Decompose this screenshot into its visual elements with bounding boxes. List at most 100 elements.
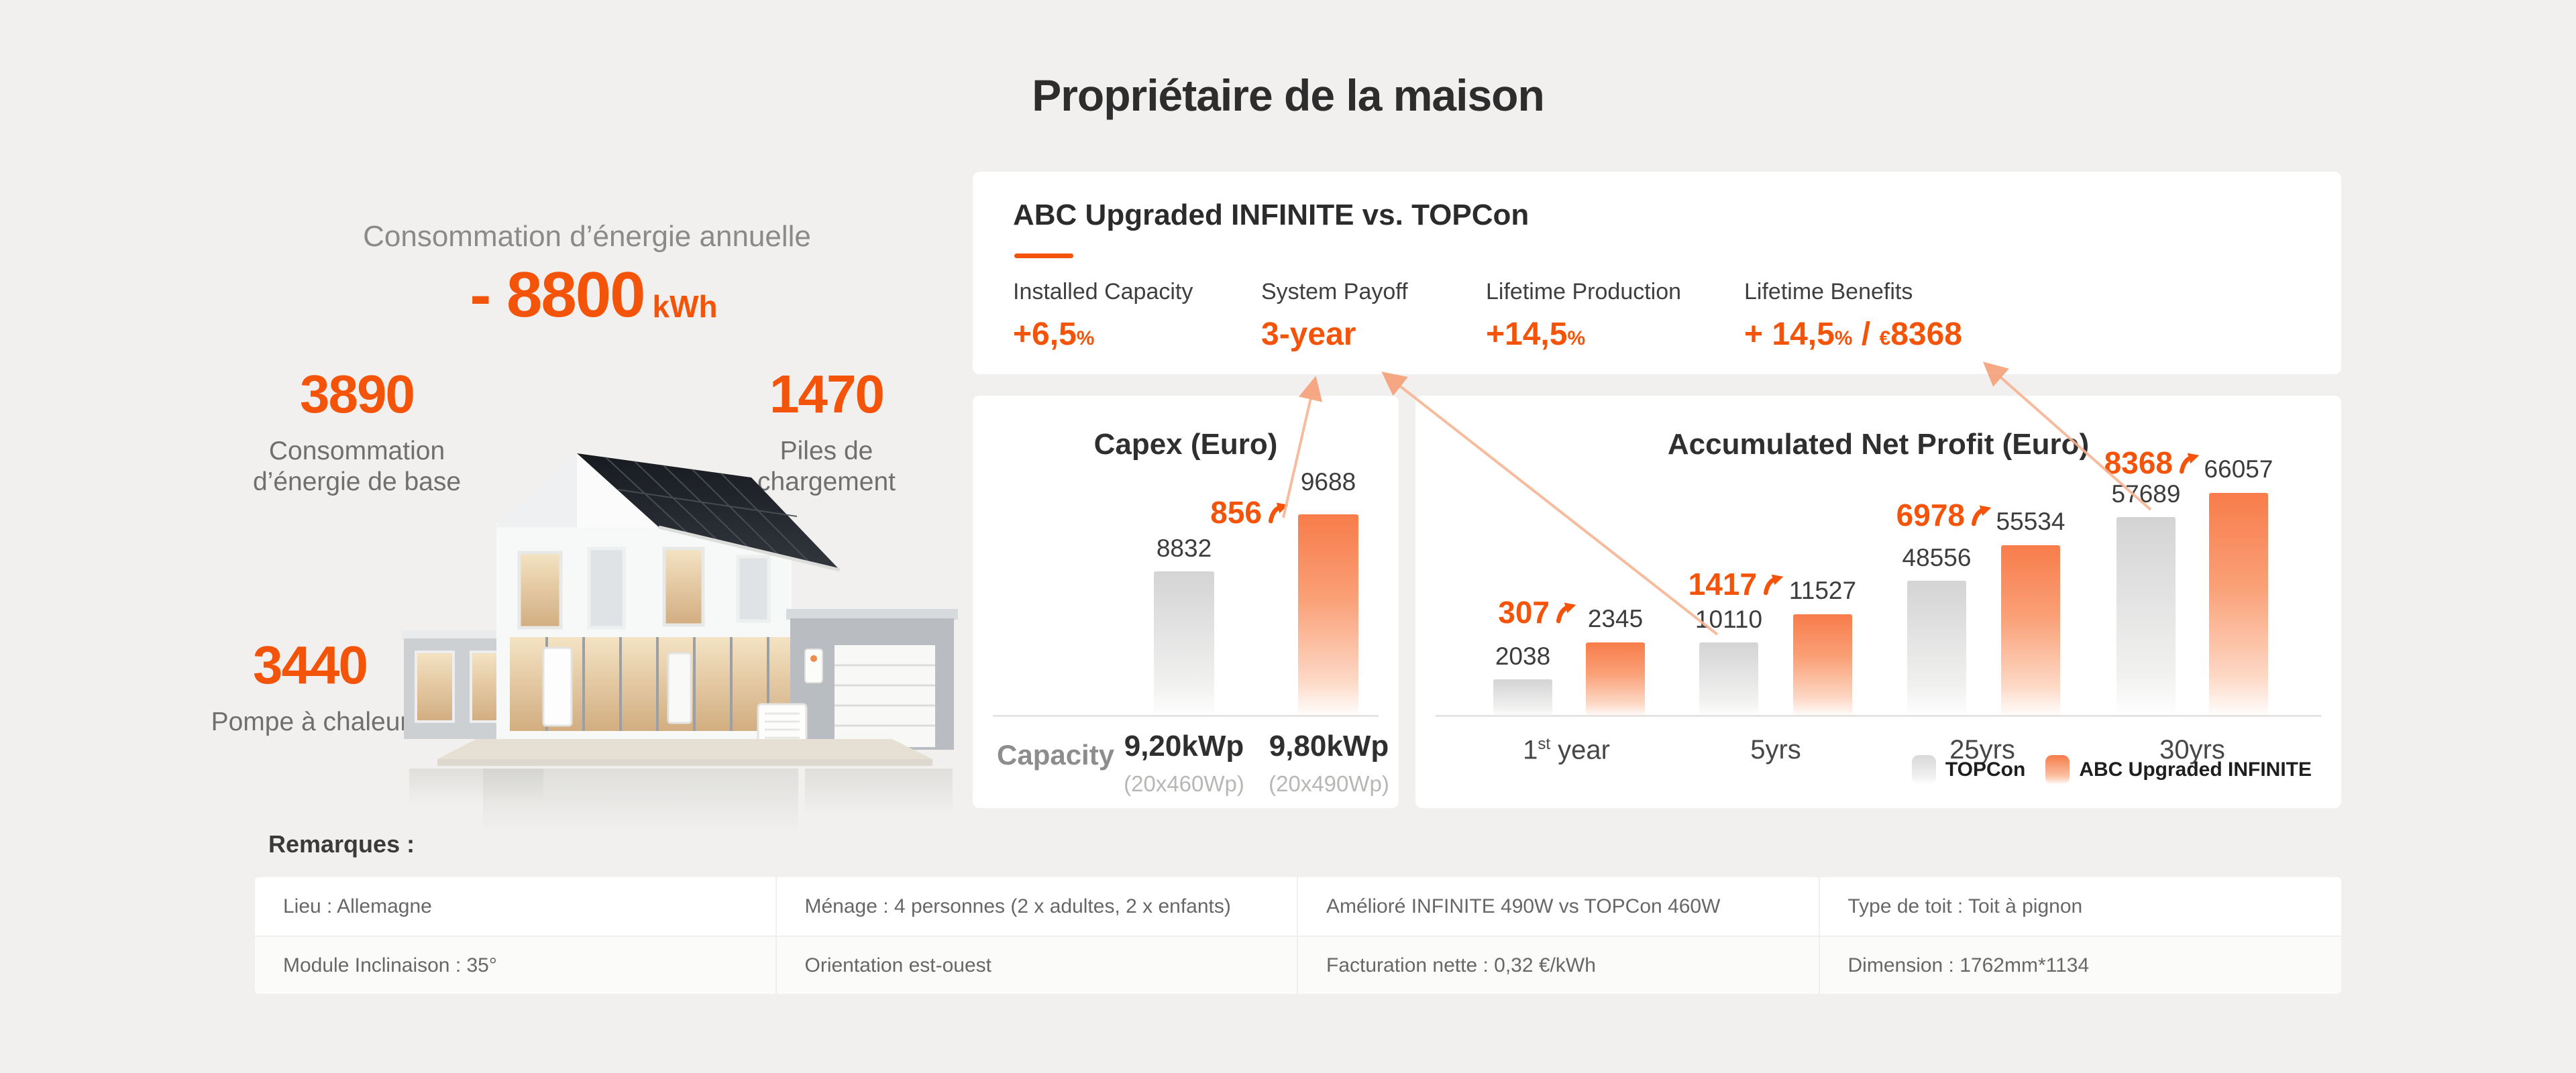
legend-swatch-orange [2045,755,2070,785]
abc-bar [1793,614,1852,717]
capex-bar-topcon [1154,571,1214,717]
ev-charger [804,648,823,683]
garage-door [835,645,935,747]
comparison-stat-value: 3-year [1261,316,1408,353]
category-label-4: 30yrs [2159,735,2225,765]
topcon-bar [1493,679,1552,717]
capex-plot: 8832 9688 856 [973,396,1399,717]
abc-bar-value: 55534 [1996,508,2065,535]
profit-delta: 307 [1498,594,1578,630]
solar-panel-grid [605,457,810,563]
heat-pump-stat: 3440 Pompe à chaleur [211,638,409,738]
profit-delta-value: 6978 [1896,498,1965,532]
capacity-main: 9,20kWp [1124,730,1244,763]
window-4 [736,555,771,623]
comparison-stat-2: System Payoff 3-year [1261,279,1408,353]
stat-value-part: 3-year [1261,317,1356,352]
base-energy-stat: 3890 Consommation d’énergie de base [253,368,461,498]
comparison-stat-1: Installed Capacity +6,5% [1013,279,1193,353]
annual-consumption-number: - 8800 [470,259,645,331]
comparison-title: ABC Upgraded INFINITE vs. TOPCon [1013,199,1529,231]
garage-reflection [805,769,953,815]
remark-cell: Dimension : 1762mm*1134 [1819,936,2341,994]
capacity-sub: (20x490Wp) [1269,771,1389,796]
window-2 [587,547,626,630]
capex-chart-title: Capex (Euro) [1093,428,1278,461]
net-profit-axis-line [1436,715,2321,717]
heat-pump-value: 3440 [253,635,368,695]
battery-unit [542,646,573,727]
remarks-table: Lieu : Allemagne Ménage : 4 personnes (2 … [255,877,2341,994]
annual-consumption-label: Consommation d’énergie annuelle [363,220,811,253]
capex-bar-value: 8832 [1156,534,1212,562]
annual-consumption-value: - 8800 kWh [470,263,717,327]
window-3 [662,547,705,627]
charging-batteries-value: 1470 [769,364,885,424]
roof-fascia [658,525,841,572]
capacity-axis-label: Capacity [997,739,1115,771]
legend-name: ABC Upgraded INFINITE [2079,758,2312,781]
delta-up-arrow-icon [1971,505,1992,526]
remark-cell: Facturation nette : 0,32 €/kWh [1298,936,1820,994]
stat-value-part: % [1567,327,1586,349]
remark-cell: Module Inclinaison : 35° [255,936,777,994]
capacity-sub: (20x460Wp) [1124,771,1244,796]
topcon-bar-value: 57689 [2111,480,2181,508]
stat-value-part: / [1852,317,1880,352]
comparison-stat-label: System Payoff [1261,279,1408,304]
profit-delta-value: 8368 [2104,445,2173,480]
legend-item-abc: ABC Upgraded INFINITE [2045,755,2312,785]
stat-value-part: + 14,5 [1744,317,1835,352]
remark-cell: Lieu : Allemagne [255,877,777,936]
legend-item-topcon: TOPCon [1911,755,2025,785]
heat-pump-grille [765,712,800,739]
comparison-stat-label: Lifetime Production [1486,279,1682,304]
remark-cell: Type de toit : Toit à pignon [1847,895,2083,917]
abc-bar-value: 11527 [1788,577,1857,604]
heat-pump-label: Pompe à chaleur [211,708,409,736]
abc-bar-value: 66057 [2204,455,2273,483]
terrace-edge [437,759,932,766]
inverter-unit [667,652,692,724]
capex-bar-value: 9688 [1300,468,1356,496]
garage-door-slats [835,664,935,727]
extension-reflection [409,769,543,803]
abc-bar-value: 2345 [1587,605,1644,632]
topcon-bar-value: 10110 [1695,606,1763,633]
comparison-stat-label: Lifetime Benefits [1744,279,1913,304]
comparison-stat-value: + 14,5% / €8368 [1744,316,1962,353]
delta-up-arrow-icon [1763,574,1784,596]
category-label-3: 25yrs [1949,735,2015,765]
stat-value-part: +14,5 [1486,317,1568,352]
gable-shade [495,453,577,527]
net-profit-chart-card: Accumulated Net Profit (Euro) 2038 2345 30… [1415,396,2341,808]
capacity-column-1: 9,20kWp (20x460Wp) [1124,730,1244,797]
terrace [437,739,932,759]
solar-roof [577,453,840,570]
base-energy-label: Consommation d’énergie de base [252,437,462,497]
comparison-stat-4: Lifetime Benefits + 14,5% / €8368 [1744,279,1962,353]
annual-consumption-unit: kWh [652,289,718,324]
title-underline-accent [1014,253,1073,258]
comparison-stat-value: +6,5% [1013,316,1193,353]
stat-value-part: +6,5 [1013,317,1077,352]
stat-value-part: 8368 [1890,317,1962,352]
category-label-2: 5yrs [1750,735,1801,765]
profit-delta-value: 307 [1498,595,1550,630]
charging-batteries-stat: 1470 Piles de chargement [757,368,896,498]
comparison-card: ABC Upgraded INFINITE vs. TOPCon Install… [973,172,2341,374]
profit-delta-value: 1417 [1688,567,1757,602]
remark-cell: Amélioré INFINITE 490W vs TOPCon 460W [1298,877,1820,936]
stat-value-part: € [1879,327,1891,349]
stat-value-part: % [1834,327,1853,349]
comparison-stat-3: Lifetime Production +14,5% [1486,279,1681,353]
comparison-stat-value: +14,5% [1486,316,1681,353]
ev-charger-light [810,655,817,662]
profit-delta: 1417 [1688,566,1785,602]
base-energy-value: 3890 [300,364,415,424]
legend-swatch-gray [1911,755,1936,785]
topcon-bar [1699,642,1758,717]
capex-delta-value: 856 [1210,495,1262,530]
capacity-main: 9,80kWp [1269,730,1389,763]
